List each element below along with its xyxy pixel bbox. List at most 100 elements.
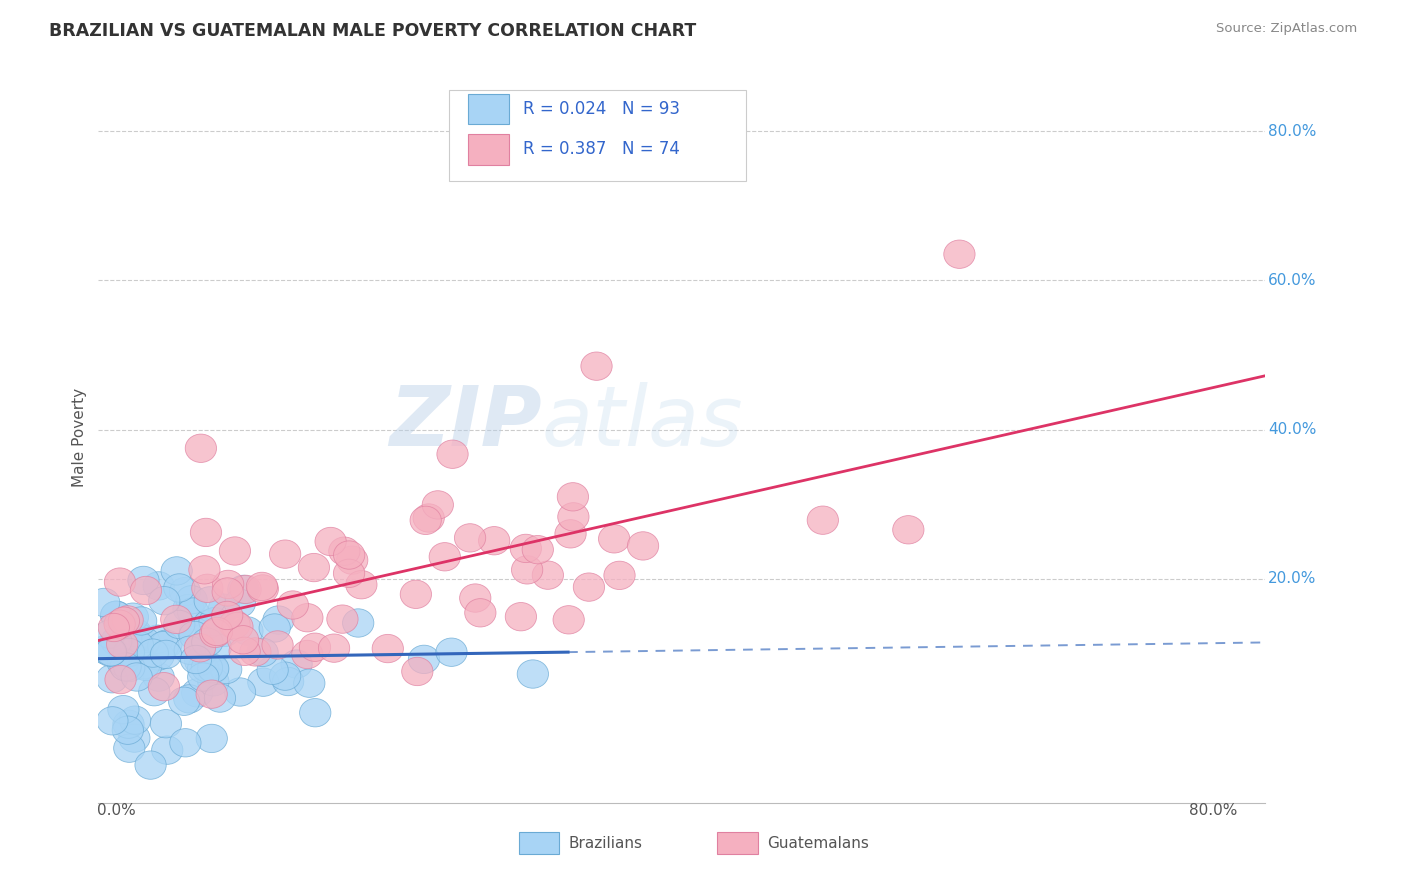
Ellipse shape — [108, 696, 139, 723]
Ellipse shape — [152, 736, 183, 764]
Ellipse shape — [120, 706, 150, 734]
Ellipse shape — [125, 607, 157, 635]
Text: N = 74: N = 74 — [623, 140, 681, 159]
FancyBboxPatch shape — [519, 832, 560, 854]
Ellipse shape — [208, 594, 240, 623]
Ellipse shape — [291, 604, 323, 632]
Ellipse shape — [128, 566, 159, 595]
Ellipse shape — [107, 630, 138, 658]
Ellipse shape — [187, 663, 219, 691]
Ellipse shape — [200, 619, 231, 648]
Ellipse shape — [231, 575, 262, 604]
Ellipse shape — [163, 610, 195, 639]
Ellipse shape — [299, 633, 330, 661]
Ellipse shape — [408, 645, 440, 673]
Ellipse shape — [180, 645, 212, 673]
Ellipse shape — [89, 588, 120, 616]
Ellipse shape — [150, 630, 183, 658]
Ellipse shape — [150, 709, 181, 738]
Ellipse shape — [108, 607, 139, 635]
Ellipse shape — [299, 698, 330, 727]
Ellipse shape — [429, 542, 460, 571]
Ellipse shape — [201, 617, 232, 646]
Text: BRAZILIAN VS GUATEMALAN MALE POVERTY CORRELATION CHART: BRAZILIAN VS GUATEMALAN MALE POVERTY COR… — [49, 22, 696, 40]
Ellipse shape — [110, 653, 141, 681]
Ellipse shape — [555, 520, 586, 548]
Text: ZIP: ZIP — [389, 382, 541, 463]
Ellipse shape — [247, 574, 278, 603]
Ellipse shape — [436, 638, 467, 666]
Ellipse shape — [212, 578, 243, 607]
Ellipse shape — [97, 665, 128, 693]
Ellipse shape — [343, 609, 374, 637]
Ellipse shape — [557, 483, 589, 511]
Ellipse shape — [131, 652, 162, 681]
Ellipse shape — [181, 679, 212, 707]
Ellipse shape — [533, 561, 564, 590]
Ellipse shape — [437, 440, 468, 468]
FancyBboxPatch shape — [717, 832, 758, 854]
Ellipse shape — [240, 638, 271, 666]
Ellipse shape — [101, 627, 132, 656]
Ellipse shape — [581, 352, 612, 380]
Ellipse shape — [148, 632, 179, 660]
Ellipse shape — [100, 601, 132, 630]
Ellipse shape — [187, 655, 219, 683]
Ellipse shape — [222, 613, 253, 640]
Ellipse shape — [143, 663, 174, 691]
Ellipse shape — [277, 591, 308, 619]
Ellipse shape — [90, 636, 121, 664]
Ellipse shape — [114, 734, 145, 763]
Ellipse shape — [169, 687, 200, 715]
Ellipse shape — [195, 724, 228, 753]
Ellipse shape — [150, 640, 181, 669]
Ellipse shape — [114, 654, 145, 681]
Ellipse shape — [336, 546, 368, 574]
Ellipse shape — [465, 599, 496, 627]
Ellipse shape — [174, 685, 205, 713]
Ellipse shape — [346, 571, 377, 599]
Ellipse shape — [291, 640, 323, 669]
Ellipse shape — [329, 537, 360, 566]
Ellipse shape — [112, 716, 143, 745]
Ellipse shape — [599, 524, 630, 553]
Ellipse shape — [117, 603, 149, 632]
Ellipse shape — [129, 627, 160, 656]
Ellipse shape — [574, 573, 605, 601]
FancyBboxPatch shape — [468, 94, 509, 124]
Ellipse shape — [270, 540, 301, 568]
Ellipse shape — [219, 537, 250, 566]
Ellipse shape — [122, 623, 153, 651]
Ellipse shape — [198, 607, 231, 636]
Text: 0.0%: 0.0% — [97, 803, 136, 818]
Text: 60.0%: 60.0% — [1268, 273, 1317, 288]
Ellipse shape — [194, 610, 225, 639]
Ellipse shape — [94, 638, 127, 666]
Ellipse shape — [401, 580, 432, 608]
Ellipse shape — [191, 628, 224, 657]
Ellipse shape — [224, 590, 256, 617]
Ellipse shape — [200, 633, 232, 662]
Ellipse shape — [893, 516, 924, 544]
Ellipse shape — [209, 618, 240, 647]
Ellipse shape — [553, 606, 585, 634]
Ellipse shape — [247, 668, 278, 697]
Ellipse shape — [294, 669, 325, 698]
Ellipse shape — [122, 631, 153, 659]
Ellipse shape — [318, 634, 350, 663]
Text: R = 0.387: R = 0.387 — [523, 140, 606, 159]
Text: R = 0.024: R = 0.024 — [523, 100, 606, 118]
Ellipse shape — [257, 657, 288, 684]
FancyBboxPatch shape — [449, 90, 747, 181]
Text: 80.0%: 80.0% — [1268, 124, 1316, 138]
Ellipse shape — [148, 673, 180, 701]
Ellipse shape — [211, 656, 242, 683]
Ellipse shape — [228, 625, 259, 654]
Ellipse shape — [170, 729, 201, 757]
Ellipse shape — [112, 710, 145, 739]
Ellipse shape — [169, 577, 201, 606]
Ellipse shape — [422, 491, 454, 519]
Text: Brazilians: Brazilians — [568, 836, 643, 851]
Ellipse shape — [273, 667, 304, 696]
Ellipse shape — [97, 706, 128, 735]
